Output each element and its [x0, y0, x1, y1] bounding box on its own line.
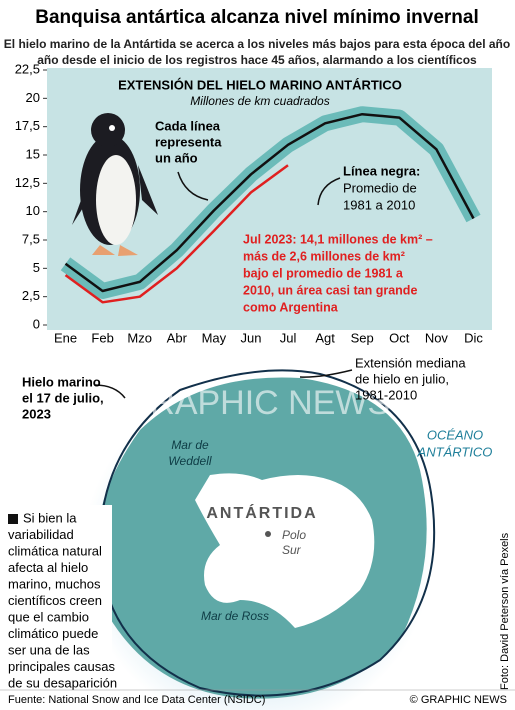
map	[82, 369, 436, 710]
annotation-text: como Argentina	[243, 300, 339, 314]
note-line: científicos creen	[8, 593, 102, 608]
y-tick-label: 12,5	[15, 175, 40, 190]
annotation-text: Jul 2023: 14,1 millones de km² –	[243, 232, 433, 246]
x-tick-label: May	[202, 330, 227, 345]
pointer	[177, 171, 209, 201]
annotation-text: 1981 a 2010	[343, 197, 415, 212]
x-tick-label: Oct	[389, 330, 410, 345]
label-text: Extensión mediana	[355, 355, 466, 370]
ocean-label: ANTÁRTICO	[417, 444, 493, 459]
note-line: que el cambio	[8, 609, 89, 624]
continent-label: ANTÁRTIDA	[206, 503, 317, 522]
map-label: Hielo marino el 17 de julio, 2023	[22, 374, 104, 421]
annotation: Cada línea representa un año	[155, 118, 222, 165]
photo-credit: Foto: David Peterson vía Pexels	[499, 532, 511, 690]
y-tick-label: 22,5	[15, 61, 40, 76]
note-line: climático puede	[8, 626, 98, 641]
annotation: Jul 2023: 14,1 millones de km² – más de …	[243, 232, 433, 314]
bullet	[8, 514, 18, 524]
y-tick-label: 20	[26, 90, 40, 105]
pointer	[317, 177, 341, 206]
pole-label: Polo	[282, 528, 306, 542]
y-tick-label: 0	[33, 316, 40, 331]
note-line: marino, muchos	[8, 576, 101, 591]
y-tick-label: 2,5	[22, 288, 40, 303]
annotation-text: más de 2,6 millones de km²	[243, 249, 405, 263]
note-box	[0, 505, 112, 697]
x-tick-label: Abr	[167, 330, 188, 345]
annotation-text: representa	[155, 134, 222, 149]
y-tick-label: 15	[26, 146, 40, 161]
label-text: de hielo en julio,	[355, 371, 449, 386]
note-line: de su desaparición	[8, 675, 117, 690]
x-tick-label: Jun	[240, 330, 261, 345]
subtitle: El hielo marino de la Antártida se acerc…	[4, 37, 510, 51]
sea-label: Mar de	[171, 438, 209, 452]
x-tick-label: Nov	[425, 330, 449, 345]
note-line: climática natural	[8, 543, 102, 558]
x-tick-label: Agt	[315, 330, 335, 345]
antarctica	[195, 473, 375, 628]
sea-label: Mar de Ross	[201, 609, 269, 623]
annotation-text: 2010, un área casi tan grande	[243, 283, 417, 297]
x-tick-label: Mzo	[127, 330, 152, 345]
chart-title: EXTENSIÓN DEL HIELO MARINO ANTÁRTICO	[118, 77, 402, 92]
label-text: 1981-2010	[355, 387, 417, 402]
sea-label: Weddell	[168, 454, 211, 468]
note-line: afecta al hielo	[8, 560, 88, 575]
annotation-text: un año	[155, 150, 198, 165]
chart-subtitle: Millones de km cuadrados	[190, 94, 329, 108]
label-text: 2023	[22, 406, 51, 421]
note-line: ser una de las	[8, 642, 90, 657]
annotation-text: Línea negra:	[343, 163, 420, 178]
label-text: Hielo marino	[22, 374, 101, 389]
pointer	[299, 369, 353, 378]
source: Fuente: National Snow and Ice Data Cente…	[8, 694, 265, 706]
copyright: © GRAPHIC NEWS	[410, 694, 507, 706]
annotation-text: Cada línea	[155, 118, 221, 133]
ocean-label: OCÉANO	[427, 427, 483, 442]
x-tick-label: Dic	[464, 330, 483, 345]
title: Banquisa antártica alcanza nivel mínimo …	[35, 7, 479, 28]
note-line: Si bien la	[23, 510, 77, 525]
y-tick-label: 5	[33, 260, 40, 275]
watermark: GRAPHIC NEWS	[124, 384, 390, 422]
series-line	[64, 164, 289, 304]
pole-label: Sur	[282, 543, 302, 557]
penguin-photo	[72, 113, 158, 256]
annotation-text: Promedio de	[343, 180, 417, 195]
pointer	[94, 384, 126, 399]
x-tick-label: Sep	[351, 330, 374, 345]
pole-marker	[265, 531, 271, 537]
x-tick-label: Jul	[280, 330, 297, 345]
series-line	[64, 112, 475, 293]
y-tick-label: 7,5	[22, 231, 40, 246]
x-tick-label: Ene	[54, 330, 77, 345]
x-tick-label: Feb	[91, 330, 113, 345]
annotation-text: bajo el promedio de 1981 a	[243, 266, 404, 280]
y-tick-label: 10	[26, 203, 40, 218]
note-line: principales causas	[8, 659, 115, 674]
subtitle: año desde el inicio de los registros hac…	[37, 53, 477, 67]
note-line: variabilidad	[8, 527, 74, 542]
label-text: el 17 de julio,	[22, 390, 104, 405]
y-tick-label: 17,5	[15, 118, 40, 133]
map-label: Extensión mediana de hielo en julio, 198…	[355, 355, 466, 402]
chart: 0 2,5 5 7,5 10 12,5 15 17,5 20 22,5 Ene Feb Mzo Abr Ma…	[15, 61, 484, 345]
